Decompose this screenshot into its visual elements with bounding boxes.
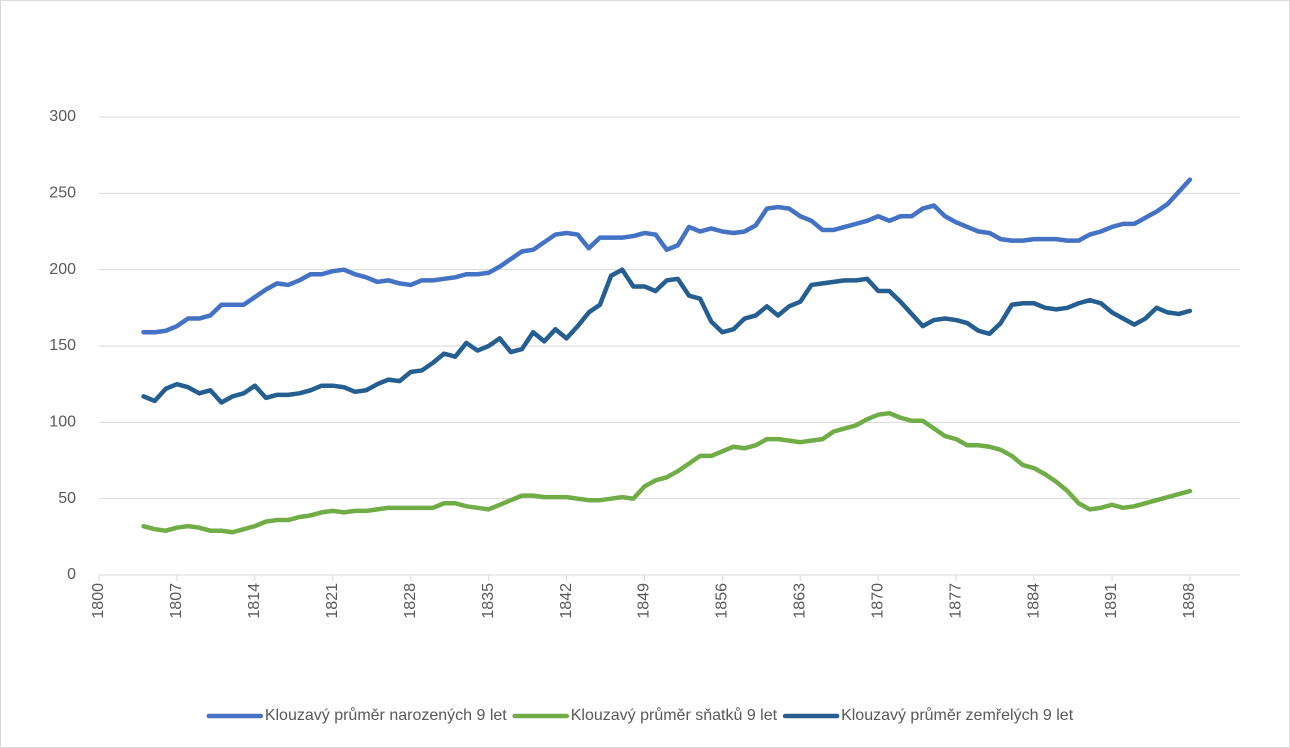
- y-tick-label: 300: [49, 108, 76, 125]
- series-line: [141, 177, 1193, 335]
- y-tick-label: 0: [67, 566, 76, 583]
- legend-label: Klouzavý průměr narozených 9 let: [265, 706, 507, 724]
- x-tick-label: 1842: [558, 583, 575, 619]
- x-tick-label: 1884: [1025, 583, 1042, 619]
- x-tick-label: 1849: [636, 583, 653, 619]
- x-tick-label: 1898: [1181, 583, 1198, 619]
- x-tick-label: 1877: [947, 583, 964, 619]
- x-tick-label: 1870: [869, 583, 886, 619]
- x-tick-label: 1807: [168, 583, 185, 619]
- y-tick-label: 50: [58, 490, 76, 507]
- x-tick-label: 1856: [714, 583, 731, 619]
- y-tick-label: 150: [49, 337, 76, 354]
- x-tick-label: 1821: [324, 583, 341, 619]
- legend-label: Klouzavý průměr zemřelých 9 let: [841, 706, 1074, 724]
- x-tick-label: 1814: [246, 583, 263, 619]
- x-tick-label: 1863: [792, 583, 809, 619]
- legend-label: Klouzavý průměr sňatků 9 let: [571, 706, 778, 724]
- x-tick-label: 1828: [402, 583, 419, 619]
- x-tick-label: 1835: [480, 583, 497, 619]
- series-line: [141, 267, 1193, 405]
- y-tick-label: 100: [49, 414, 76, 431]
- series-line: [141, 410, 1193, 535]
- y-tick-label: 200: [49, 261, 76, 278]
- x-tick-label: 1800: [90, 583, 107, 619]
- x-tick-label: 1891: [1103, 583, 1120, 619]
- y-tick-label: 250: [49, 185, 76, 202]
